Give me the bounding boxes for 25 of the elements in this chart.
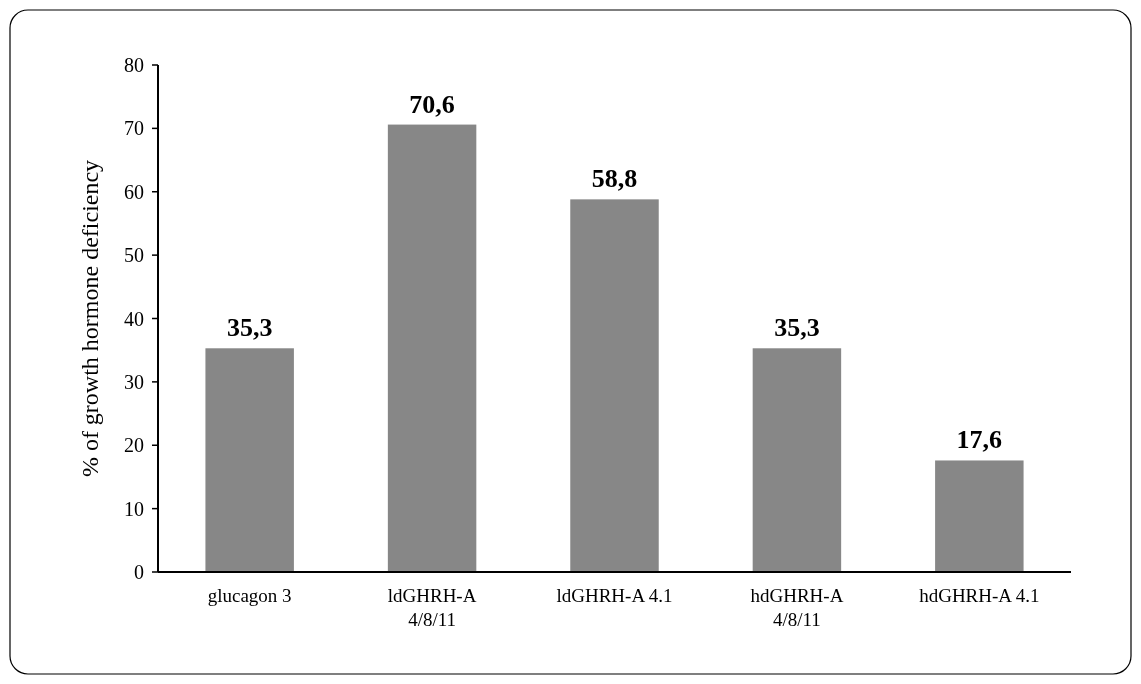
bar — [387, 124, 477, 572]
x-tick-label: ldGHRH-A 4/8/11 — [387, 585, 477, 630]
y-tick-label: 0 — [134, 561, 144, 583]
y-tick-label: 70 — [124, 117, 144, 140]
data-label: 58,8 — [591, 164, 638, 194]
y-tick-label: 30 — [124, 370, 144, 393]
bar — [570, 199, 659, 572]
y-tick-label: 20 — [124, 434, 144, 457]
x-tick-label: glucagon 3 — [207, 585, 292, 606]
bar — [752, 348, 842, 572]
y-tick-label: 50 — [124, 244, 144, 267]
data-label: 17,6 — [956, 425, 1003, 455]
data-label: 70,6 — [409, 89, 455, 119]
data-label: 35,3 — [774, 313, 820, 343]
y-tick-label: 40 — [124, 307, 144, 330]
y-tick-label: 80 — [124, 54, 144, 76]
y-axis-title: % of growth hormone deficiency — [77, 159, 103, 478]
bar — [935, 460, 1024, 572]
x-tick-label: hdGHRH-A 4/8/11 — [750, 585, 844, 630]
y-tick-label: 10 — [124, 497, 144, 520]
y-tick-label: 60 — [124, 180, 144, 203]
x-tick-label: ldGHRH-A 4.1 — [556, 585, 673, 606]
x-tick-label: hdGHRH-A 4.1 — [919, 585, 1040, 606]
data-label: 35,3 — [226, 313, 273, 343]
bar — [205, 348, 294, 572]
